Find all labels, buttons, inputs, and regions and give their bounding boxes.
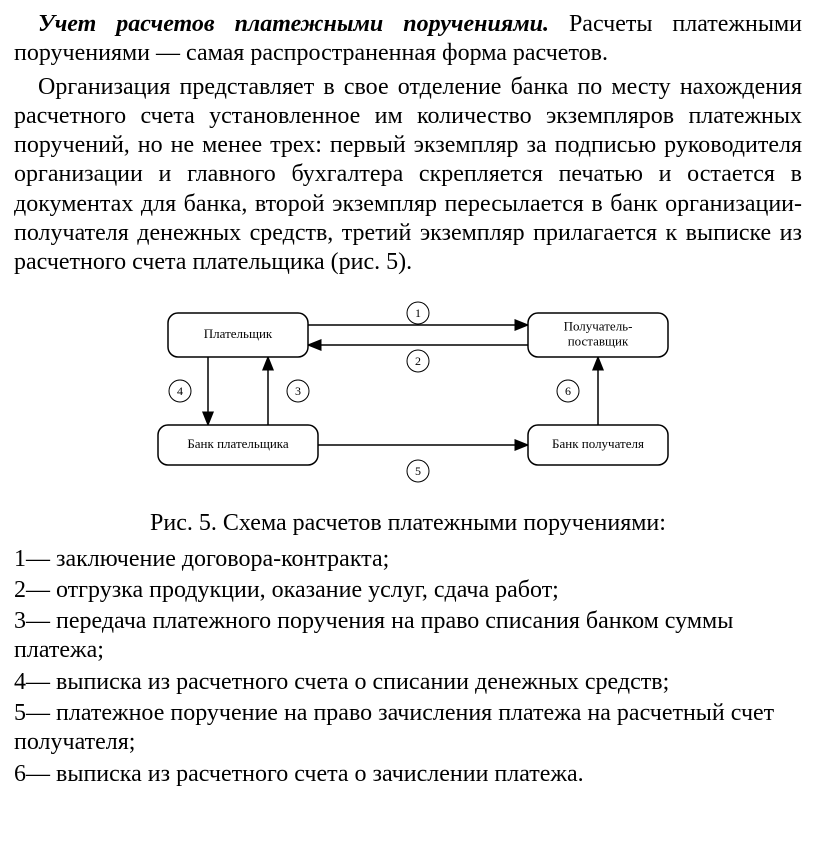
legend-item: 3— передача платежного поручения на прав… bbox=[14, 607, 802, 666]
figure-legend: 1— заключение договора-контракта; 2— отг… bbox=[14, 545, 802, 789]
legend-item: 1— заключение договора-контракта; bbox=[14, 545, 802, 574]
diagram-container: Плательщик Получатель-поставщик Банк плате… bbox=[14, 295, 802, 495]
step-number: 6 bbox=[565, 384, 571, 398]
node-label: Плательщик bbox=[204, 326, 273, 341]
paragraph-1: Учет расчетов платежными поручениями. Ра… bbox=[14, 10, 802, 69]
page: Учет расчетов платежными поручениями. Ра… bbox=[0, 0, 816, 811]
step-number: 1 bbox=[415, 306, 421, 320]
node-label: Банк плательщика bbox=[187, 436, 289, 451]
legend-item: 2— отгрузка продукции, оказание услуг, с… bbox=[14, 576, 802, 605]
legend-item: 6— выписка из расчетного счета о зачисле… bbox=[14, 760, 802, 789]
step-number: 5 bbox=[415, 464, 421, 478]
step-number: 3 bbox=[295, 384, 301, 398]
paragraph-2: Организация представляет в свое отделени… bbox=[14, 73, 802, 278]
legend-item: 4— выписка из расчетного счета о списани… bbox=[14, 668, 802, 697]
node-label: Банк получателя bbox=[552, 436, 644, 451]
node-label: поставщик bbox=[568, 334, 629, 349]
step-number: 4 bbox=[177, 384, 183, 398]
flow-diagram: Плательщик Получатель-поставщик Банк плате… bbox=[108, 295, 708, 495]
step-number: 2 bbox=[415, 354, 421, 368]
figure-caption: Рис. 5. Схема расчетов платежными поруче… bbox=[14, 509, 802, 538]
heading: Учет расчетов платежными поручениями. bbox=[38, 11, 549, 37]
legend-item: 5— платежное поручение на право зачислен… bbox=[14, 699, 802, 758]
node-label: Получатель- bbox=[564, 319, 633, 334]
